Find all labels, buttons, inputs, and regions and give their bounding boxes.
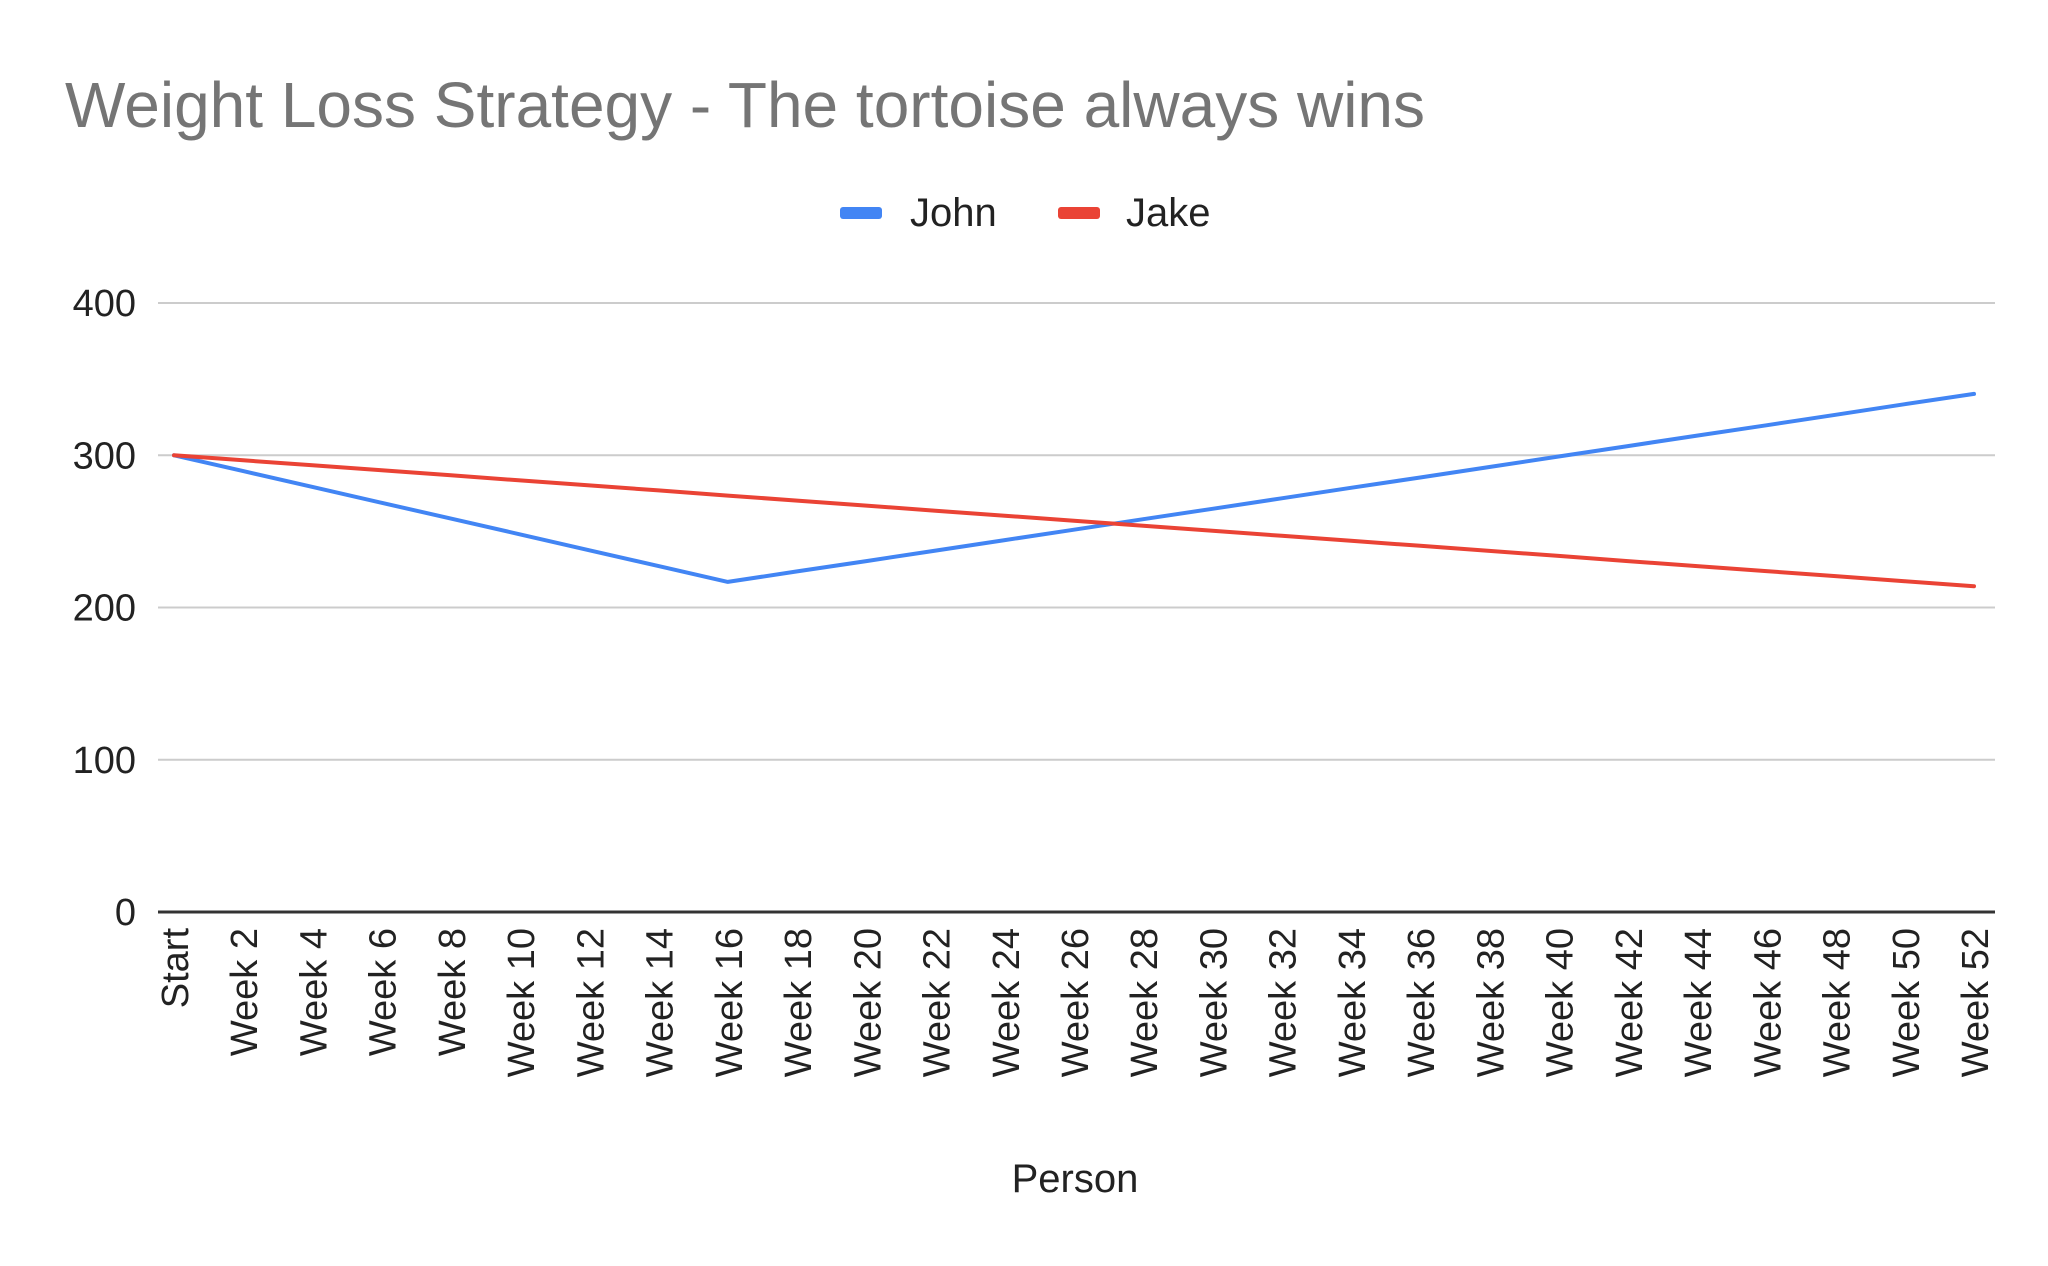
x-tick-label: Week 48 — [1817, 928, 1859, 1077]
x-tick-label: Week 30 — [1193, 928, 1235, 1077]
x-tick-label: Week 12 — [570, 928, 612, 1077]
y-tick-label: 200 — [73, 588, 136, 630]
x-tick-label: Week 38 — [1470, 928, 1512, 1077]
x-tick-label: Week 14 — [640, 928, 682, 1077]
x-tick-label: Week 10 — [501, 928, 543, 1077]
x-tick-label: Week 28 — [1124, 928, 1166, 1077]
x-tick-label: Week 44 — [1678, 928, 1720, 1077]
legend-swatch-john — [840, 207, 882, 219]
x-tick-label: Week 42 — [1609, 928, 1651, 1077]
gridlines — [158, 302, 1995, 914]
x-tick-label: Week 46 — [1747, 928, 1789, 1077]
chart-title: Weight Loss Strategy - The tortoise alwa… — [65, 69, 1425, 141]
y-tick-label: 100 — [73, 740, 136, 782]
x-tick-label: Week 34 — [1332, 928, 1374, 1077]
x-tick-label: Week 52 — [1955, 928, 1997, 1077]
legend-label-john: John — [910, 191, 997, 235]
series-line-john — [172, 391, 1976, 584]
series-line-jake — [172, 453, 1976, 589]
x-tick-label: Week 16 — [709, 928, 751, 1077]
y-tick-label: 400 — [73, 283, 136, 325]
x-tick-label: Week 2 — [224, 928, 266, 1056]
series-lines — [172, 391, 1976, 589]
y-tick-label: 300 — [73, 435, 136, 477]
x-tick-label: Week 4 — [293, 928, 335, 1056]
y-tick-label: 0 — [115, 892, 136, 934]
x-tick-label: Week 6 — [363, 928, 405, 1056]
x-tick-label: Week 26 — [1055, 928, 1097, 1077]
x-tick-label: Week 18 — [778, 928, 820, 1077]
x-tick-label: Week 50 — [1886, 928, 1928, 1077]
x-tick-label: Week 24 — [986, 928, 1028, 1077]
x-tick-label: Week 40 — [1540, 928, 1582, 1077]
x-axis-title: Person — [1012, 1157, 1139, 1201]
legend-swatch-jake — [1058, 207, 1100, 219]
legend: John Jake — [840, 191, 1211, 235]
x-tick-label: Week 20 — [847, 928, 889, 1077]
x-tick-label: Week 32 — [1263, 928, 1305, 1077]
x-axis: Start Week 2 Week 4 Week 6 Week 8 Week 10 Week… — [155, 928, 1997, 1078]
x-tick-label: Week 22 — [917, 928, 959, 1077]
legend-label-jake: Jake — [1126, 191, 1211, 235]
x-tick-label: Week 36 — [1401, 928, 1443, 1077]
x-tick-label: Week 8 — [432, 928, 474, 1056]
y-axis: 0 100 200 300 400 — [73, 283, 136, 934]
x-tick-label: Start — [155, 928, 197, 1009]
